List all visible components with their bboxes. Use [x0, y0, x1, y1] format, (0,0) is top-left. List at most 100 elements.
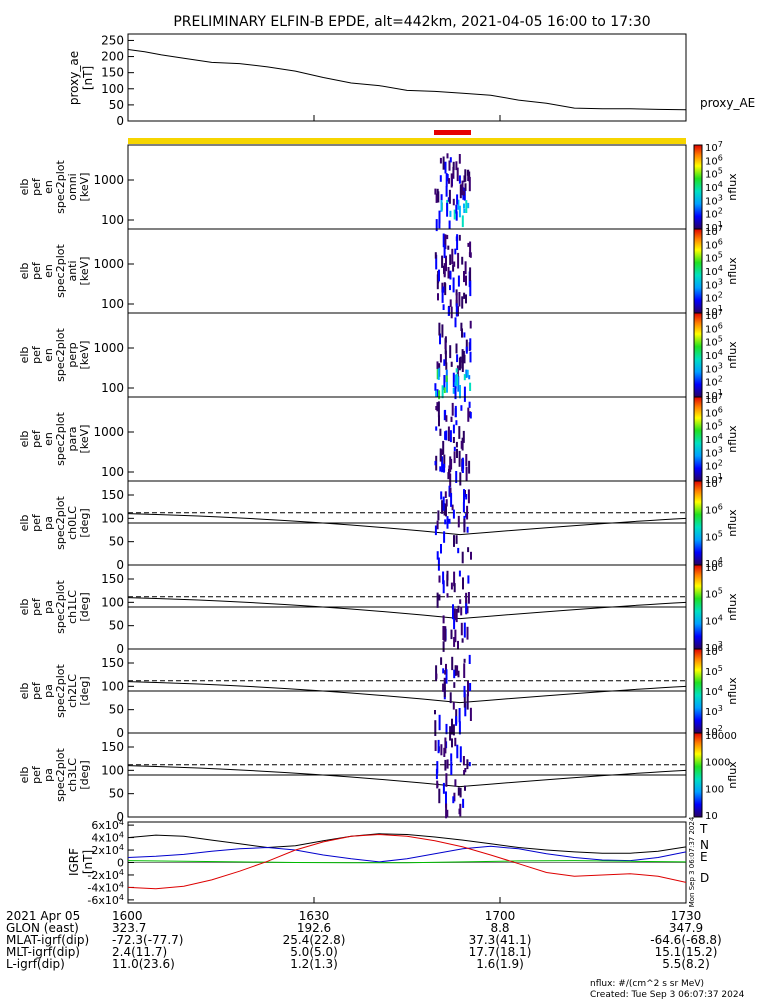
panel-omni-flux-cell	[463, 191, 465, 196]
panel-ch0LC-flux-cell	[457, 547, 460, 554]
panel-ch1LC-colorbar	[693, 564, 703, 650]
panel-ch1LC-ylabel: elb	[18, 599, 31, 616]
panel-anti-flux-cell	[437, 293, 439, 301]
panel-para-flux-cell	[455, 420, 458, 426]
panel-anti-colorbar-tick: 106	[705, 237, 723, 251]
panel-ch0LC-flux-cell	[463, 489, 465, 503]
xaxis-row-value: 347.9	[669, 921, 703, 935]
panel-para-colorbar-label: nflux	[726, 425, 739, 453]
panel-omni-flux-cell	[440, 194, 443, 201]
panel-omni-flux-cell	[457, 199, 460, 210]
igrf-line-D	[127, 833, 687, 890]
igrf-legend-T: T	[699, 822, 708, 836]
panel-ch1LC-colorbar-tick: 104	[705, 613, 723, 627]
panel-ch0LC-ylabel: pef	[30, 513, 43, 532]
panel-ch0LC-flux-cell	[466, 505, 469, 520]
panel-perp-colorbar-tick: 104	[705, 348, 723, 362]
panel-ch1LC-flux-cell	[459, 599, 462, 604]
panel-ch2LC-flux-cell	[466, 694, 469, 710]
xaxis-row-value: 1600	[112, 909, 143, 923]
igrf-ytick-label: 6x104	[91, 818, 124, 832]
panel-omni-flux-cell	[437, 191, 440, 203]
panel-ch0LC-flux-cell	[451, 504, 454, 511]
panel-ch0LC-ylabel: [deg]	[78, 508, 91, 537]
panel-anti-flux-cell	[455, 303, 458, 317]
panel-anti-flux-cell	[455, 292, 458, 307]
panel-omni-flux-cell	[461, 180, 464, 195]
panel-omni-colorbar-tick: 103	[705, 193, 723, 207]
panel-ch1LC-flux-cell	[455, 608, 458, 623]
panel-ch2LC-colorbar	[693, 648, 703, 734]
panel-ch0LC-ytick-label: 100	[101, 511, 124, 525]
proxy-ae-ytick-label: 250	[101, 33, 124, 47]
panel-anti-flux-cell	[434, 252, 437, 259]
panel-ch2LC-ylabel: elb	[18, 683, 31, 700]
panel-ch1LC-flux-cell	[453, 618, 456, 630]
panel-ch2LC-flux-cell	[456, 665, 459, 676]
panel-ch2LC-flux-cell	[435, 665, 438, 681]
panel-perp-flux-cell	[450, 361, 453, 367]
science-zone-bar	[128, 138, 686, 144]
panel-ch1LC-flux-cell	[466, 606, 469, 614]
panel-ch1LC-ylabel: spec2plot	[54, 580, 67, 634]
panel-para-flux-cell	[462, 430, 465, 443]
panel-para-flux-cell	[452, 437, 455, 443]
panel-omni-colorbar	[693, 144, 703, 230]
panel-omni-flux-cell	[446, 202, 449, 217]
panel-ch2LC-ytick-label: 0	[116, 726, 124, 740]
panel-ch1LC-colorbar-tick: 105	[705, 587, 723, 601]
panel-omni-ylabel: [keV]	[78, 173, 91, 202]
panel-ch3LC-flux-cell	[458, 808, 461, 815]
panel-ch0LC-flux-cell	[434, 525, 437, 536]
proxy-ae-frame	[127, 33, 687, 122]
panel-omni-flux-cell	[459, 184, 462, 199]
panel-perp-flux-cell	[439, 354, 442, 363]
panel-omni-flux-cell	[442, 156, 445, 170]
panel-ch3LC-colorbar-tick: 10000	[705, 731, 737, 742]
panel-para-flux-cell	[439, 448, 442, 462]
panel-ch3LC-flux-cell	[444, 737, 447, 754]
panel-ch1LC-flux-cell	[463, 622, 466, 638]
panel-perp-flux-cell	[436, 368, 439, 380]
proxy-ae-ytick-label: 100	[101, 82, 124, 96]
panel-perp-flux-cell	[454, 386, 457, 400]
proxy-ae-ytick-label: 0	[116, 114, 124, 128]
panel-ch2LC-flux-cell	[438, 714, 441, 731]
panel-omni-flux-cell	[463, 175, 466, 183]
panel-ch2LC-flux-cell	[455, 716, 458, 726]
panel-perp-flux-cell	[465, 369, 468, 378]
panel-ch2LC-ylabel: pef	[30, 681, 43, 700]
panel-para-flux-cell	[465, 454, 468, 467]
panel-omni-flux-cell	[455, 161, 458, 171]
panel-ch2LC-flux-cell	[452, 702, 455, 710]
panel-anti-flux-cell	[458, 292, 461, 307]
panel-omni-flux-cell	[456, 167, 459, 182]
panel-omni-flux-cell	[462, 192, 465, 200]
panel-anti-flux-cell	[457, 306, 459, 317]
proxy-ae-ylabel-units: [nT]	[81, 66, 95, 90]
panel-anti-flux-cell	[452, 264, 455, 272]
panel-ch1LC-flux-cell	[438, 575, 441, 583]
panel-para-flux-cell	[448, 465, 451, 479]
panel-ch0LC-flux-cell	[448, 518, 451, 524]
panel-para-flux-cell	[460, 405, 463, 411]
panel-perp-flux-cell	[444, 336, 447, 343]
panel-ch1LC-colorbar-tick: 103	[705, 640, 723, 654]
panel-anti-flux-cell	[463, 271, 465, 283]
panel-para-flux-cell	[468, 460, 471, 474]
panel-perp-flux-cell	[469, 338, 472, 351]
panel-ch1LC-flux-cell	[442, 571, 445, 585]
panel-perp-flux-cell	[454, 317, 457, 328]
igrf-ytick-label: -6x104	[87, 893, 124, 907]
panel-ch2LC-flux-cell	[457, 670, 460, 678]
xaxis-row-label: GLON (east)	[6, 921, 79, 935]
panel-anti-flux-cell	[438, 269, 440, 282]
panel-ch3LC-flux-cell	[451, 738, 453, 748]
proxy-ae-ytick-label: 50	[109, 98, 124, 112]
panel-ch2LC-flux-cell	[449, 692, 452, 704]
panel-ch2LC-colorbar-label: nflux	[726, 677, 739, 705]
panel-anti-flux-cell	[467, 242, 470, 247]
xaxis-row-value: 15.1(15.2)	[655, 945, 718, 959]
panel-perp-flux-cell	[449, 345, 452, 359]
